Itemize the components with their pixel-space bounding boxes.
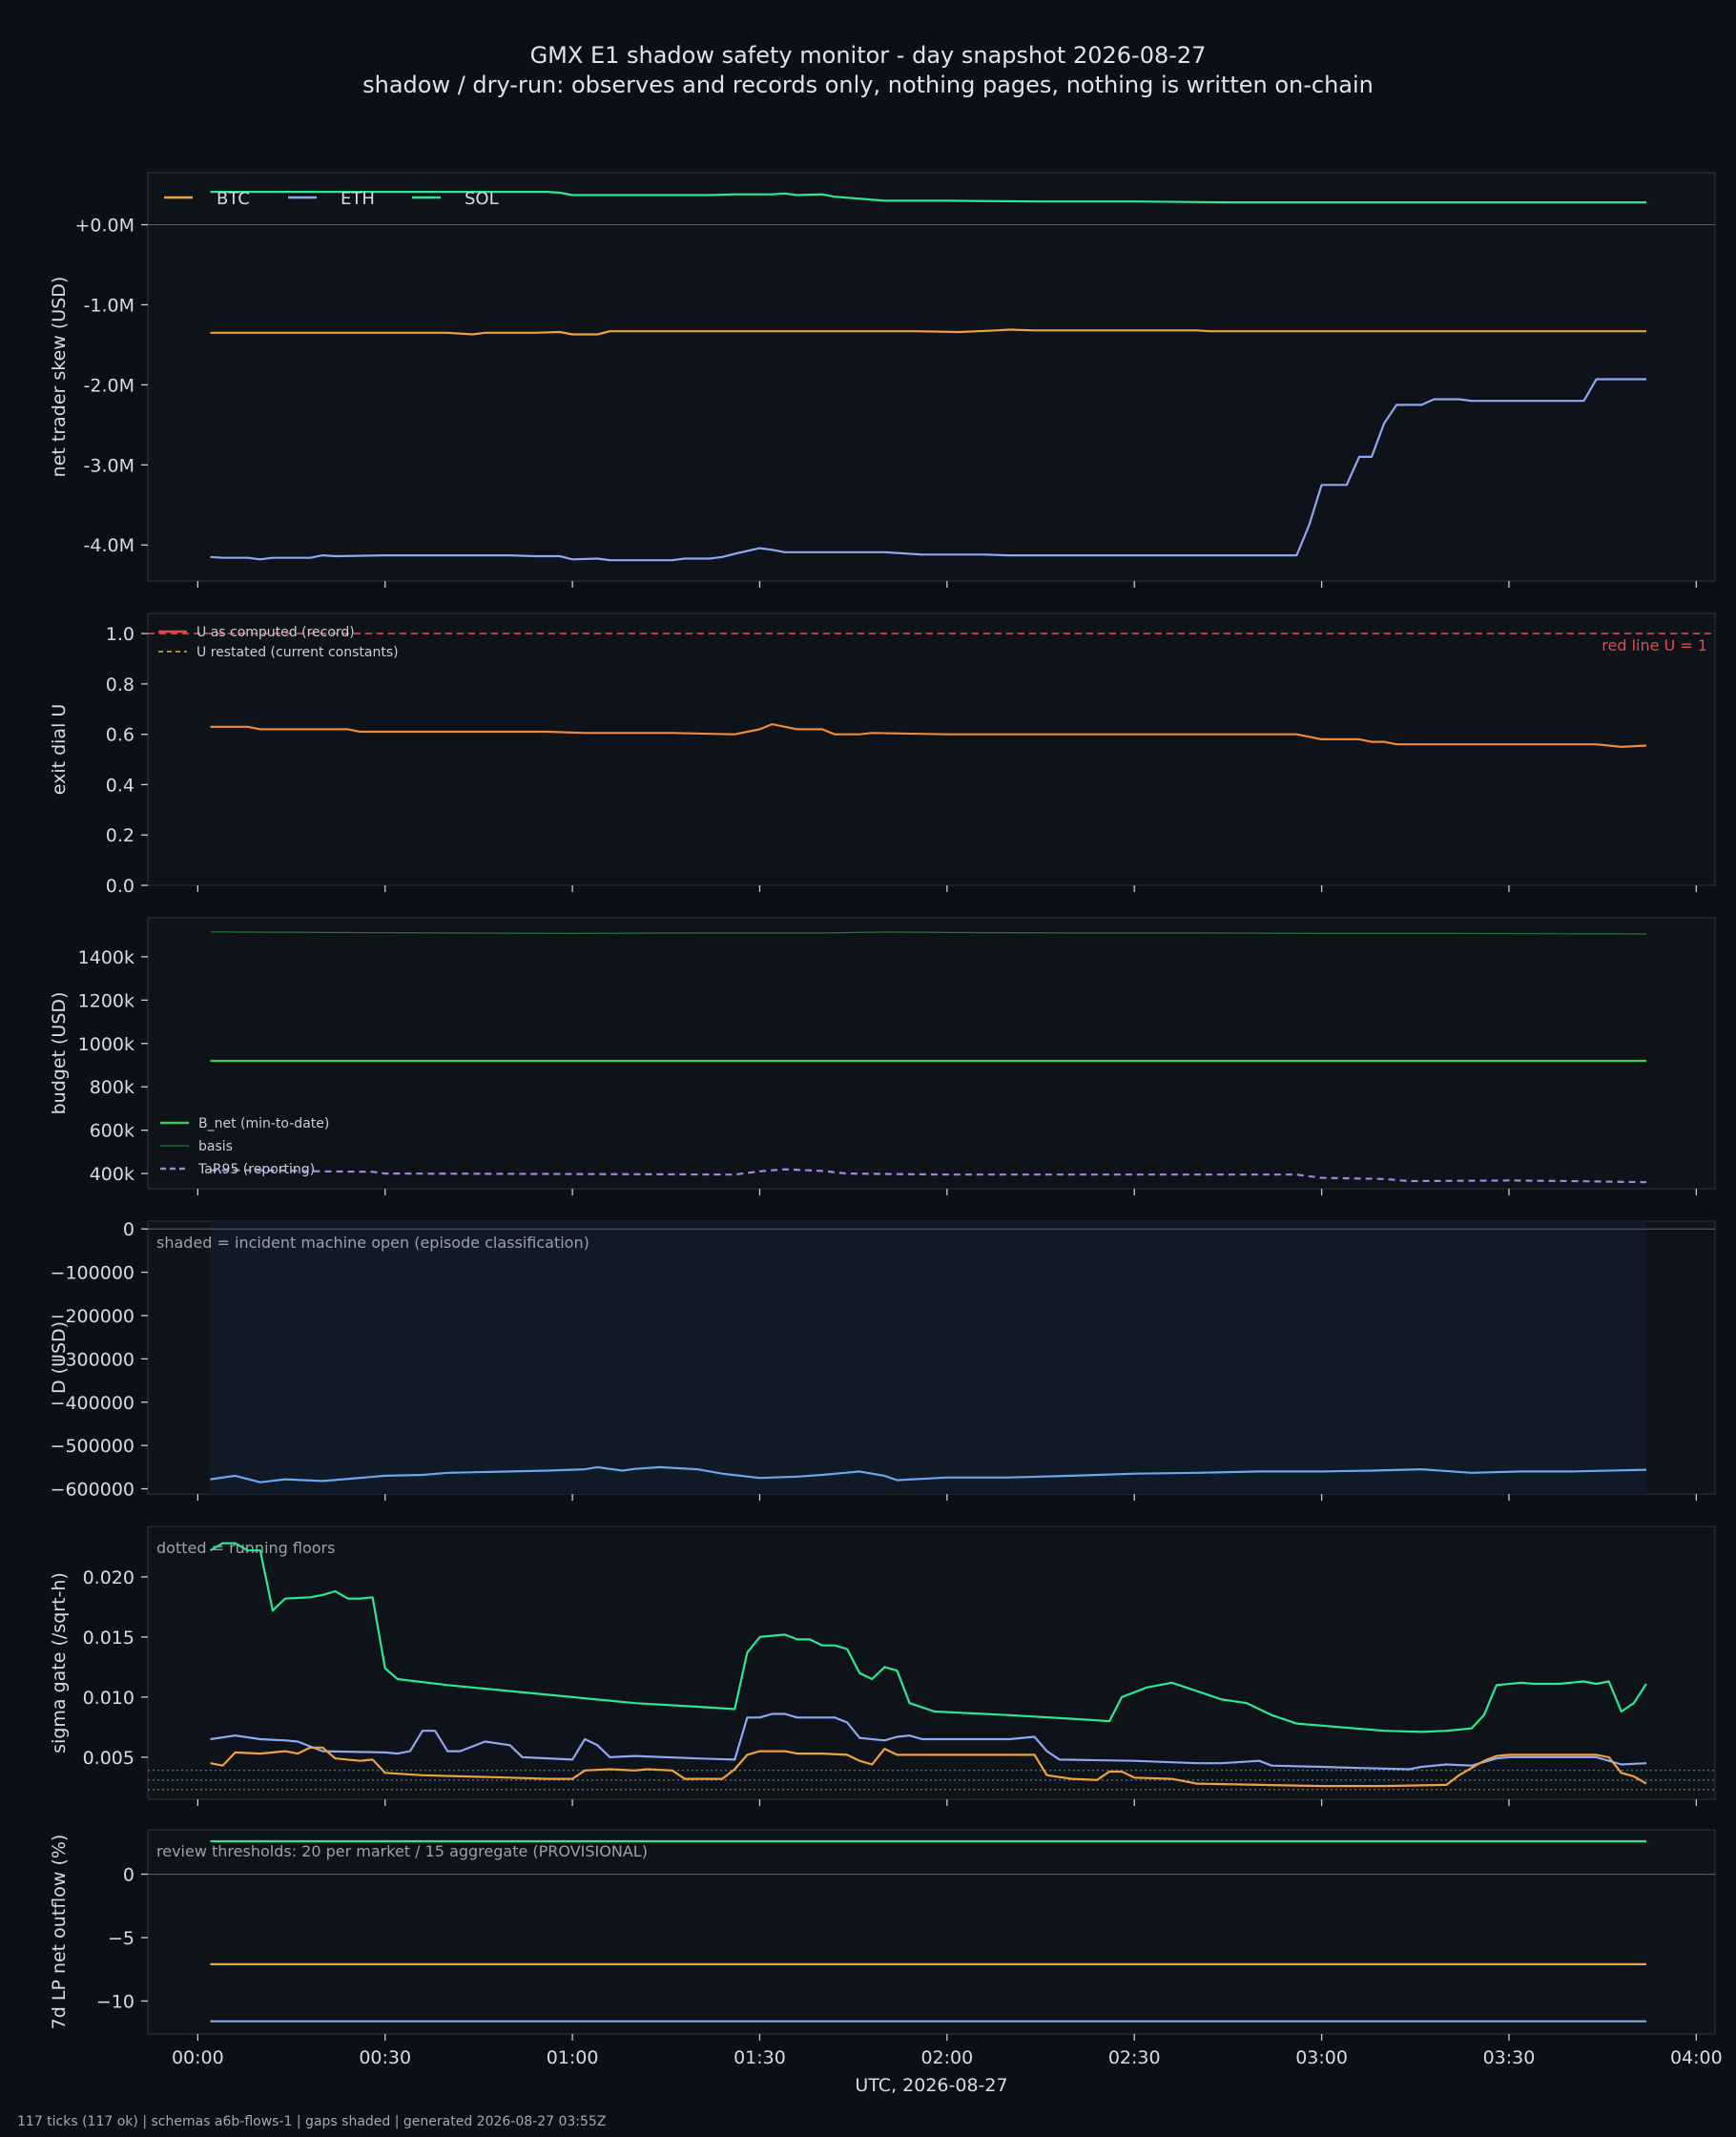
plot-area [147, 1525, 1716, 1800]
y-tick-label: 0.005 [83, 1748, 134, 1769]
series-line-u-as-computed-record- [210, 723, 1647, 748]
footer-status: 117 ticks (117 ok) | schemas a6b-flows-1… [17, 2114, 606, 2129]
x-tick-label: 00:00 [172, 2047, 224, 2068]
series-line-d [210, 1465, 1647, 1483]
series-line-eth [210, 378, 1646, 562]
y-tick-label: -1.0M [84, 295, 134, 316]
panel-sigma-gate: 0.005 0.010 0.015 0.020 sigma gate (/sqrt-h)… [49, 1525, 1716, 1806]
plot-area [147, 172, 1716, 582]
legend-label: BTC [217, 189, 250, 209]
incident-shade [210, 1221, 1646, 1494]
y-axis-label: 7d LP net outflow (%) [49, 1835, 70, 2030]
legend-label: B_net (min-to-date) [198, 1116, 329, 1131]
x-axis-label: UTC, 2026-08-27 [855, 2075, 1007, 2096]
y-tick-label: 800k [90, 1077, 134, 1098]
y-tick-label: 0.020 [83, 1567, 134, 1588]
y-tick-label: +0.0M [74, 216, 134, 237]
series-line-btc [210, 328, 1646, 336]
y-tick-label: 0.4 [106, 775, 134, 796]
y-axis-label: sigma gate (/sqrt-h) [49, 1572, 70, 1753]
plot-area [147, 917, 1716, 1190]
y-tick-label: 0.8 [106, 674, 134, 695]
y-axis-label: budget (USD) [49, 992, 70, 1115]
chart-title: GMX E1 shadow safety monitor - day snaps… [530, 42, 1207, 69]
series-line-basis [210, 931, 1647, 935]
y-tick-label: −10 [96, 1991, 134, 2012]
y-tick-label: 0 [123, 1865, 134, 1886]
y-tick-label: -2.0M [84, 375, 134, 396]
x-tick-label: 00:30 [359, 2047, 411, 2068]
legend-label: basis [198, 1139, 233, 1154]
plot-area [147, 612, 1716, 886]
legend-label: ETH [341, 189, 375, 209]
panels-group: +0.0M -1.0M -2.0M -3.0M -4.0M net trader skew… [49, 172, 1723, 2096]
x-tick-label: 04:00 [1670, 2047, 1723, 2068]
y-tick-label: 1200k [78, 990, 134, 1011]
panel-skew: +0.0M -1.0M -2.0M -3.0M -4.0M net trader skew… [49, 172, 1716, 588]
panel-d-usd: 0 −100000 −200000 −300000 −400000 −500000 −600… [49, 1219, 1716, 1501]
y-tick-label: −600000 [51, 1480, 134, 1501]
y-tick-label: −300000 [51, 1349, 134, 1370]
legend-label: TaR95 (reporting) [197, 1162, 315, 1177]
y-axis-label: exit dial U [49, 704, 70, 796]
y-tick-label: −200000 [51, 1306, 134, 1327]
y-tick-label: 1400k [78, 947, 134, 968]
y-tick-label: −500000 [51, 1436, 134, 1457]
y-tick-label: −5 [108, 1928, 134, 1949]
panel-budget: 400k 600k 800k 1000k 1200k 1400k budget (USD) B… [49, 917, 1716, 1195]
y-tick-label: 0.015 [83, 1628, 134, 1649]
legend-label: U restated (current constants) [196, 645, 399, 660]
panel-exit-dial: red line U = 1 0.0 0.2 0.4 0.6 0.8 1.0 exit dia… [49, 612, 1716, 897]
y-axis-label: D (USD) [49, 1321, 70, 1394]
x-tick-label: 02:00 [920, 2047, 973, 2068]
red-line-label: red line U = 1 [1602, 636, 1707, 654]
panel-note: review thresholds: 20 per market / 15 ag… [156, 1842, 648, 1860]
y-tick-label: 600k [90, 1121, 134, 1142]
y-tick-label: −400000 [51, 1393, 134, 1414]
x-tick-label: 01:30 [734, 2047, 786, 2068]
y-tick-label: -4.0M [84, 535, 134, 556]
x-tick-label: 03:00 [1295, 2047, 1348, 2068]
y-tick-label: -3.0M [84, 455, 134, 476]
y-tick-label: 0.0 [106, 876, 134, 897]
y-tick-label: 0.010 [83, 1688, 134, 1709]
chart-subtitle: shadow / dry-run: observes and records o… [362, 72, 1374, 98]
panel-note: shaded = incident machine open (episode … [156, 1234, 589, 1252]
y-tick-label: 1.0 [106, 624, 134, 645]
y-tick-label: 400k [90, 1164, 134, 1185]
series-line-eth [210, 1712, 1647, 1771]
panel-lp-outflow: 0 −5 −10 00:00 00:30 01:00 01:30 02:00 02:30 03:0… [49, 1829, 1723, 2096]
series-line-btc [210, 1746, 1647, 1788]
series-line-tar95-reporting- [210, 1168, 1647, 1184]
series-line-sol [209, 1542, 1647, 1733]
series-line-sol [210, 191, 1646, 204]
legend-label: SOL [465, 189, 499, 209]
y-tick-label: 0.2 [106, 825, 134, 846]
panel-note: dotted = running floors [156, 1539, 335, 1557]
x-tick-label: 03:30 [1483, 2047, 1536, 2068]
plot-area [147, 1829, 1716, 2035]
y-tick-label: −100000 [51, 1263, 134, 1284]
legend-label: U as computed (record) [196, 625, 355, 640]
y-tick-label: 0 [123, 1219, 134, 1240]
x-tick-label: 01:00 [547, 2047, 599, 2068]
y-axis-label: net trader skew (USD) [49, 277, 70, 478]
y-tick-label: 0.6 [106, 725, 134, 746]
y-tick-label: 1000k [78, 1034, 134, 1055]
x-tick-label: 02:30 [1108, 2047, 1161, 2068]
